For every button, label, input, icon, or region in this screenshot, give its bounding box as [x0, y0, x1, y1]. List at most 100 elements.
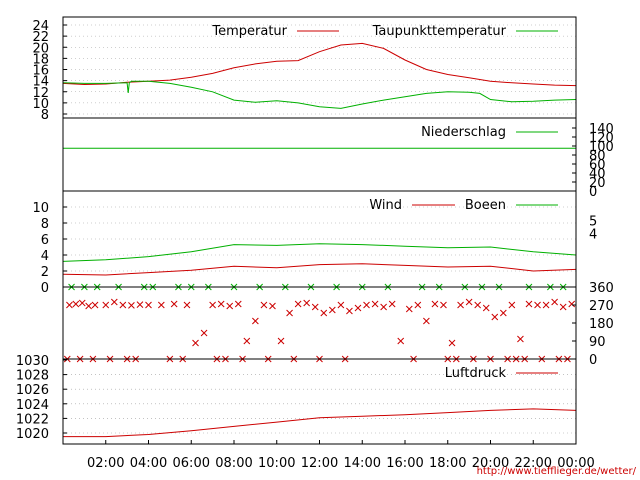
point-winddir-0-37 — [388, 300, 396, 308]
ytick-right-wind-1: 5 — [589, 214, 597, 229]
point-winddir-0-23 — [269, 302, 276, 310]
xtick-label-9: 20:00 — [472, 456, 509, 471]
point-winddir-0-48 — [482, 304, 490, 312]
point-winddir-0-18 — [226, 302, 234, 310]
legend-label-pressure: Luftdruck — [445, 366, 507, 381]
point-winddir-0-3 — [85, 302, 93, 310]
point-winddir-0-35 — [371, 300, 379, 308]
point-winddir-0-42 — [431, 300, 439, 308]
legend-label-wind-0: Wind — [369, 198, 402, 213]
xtick-label-2: 06:00 — [173, 456, 210, 471]
ytick-temp-2: 12 — [32, 86, 49, 101]
ytick-wind-2: 4 — [41, 249, 49, 264]
point-winddir-0-33 — [354, 304, 362, 312]
legend-label-temp-1: Taupunkttemperatur — [372, 24, 507, 39]
point-winddir-0-30 — [328, 306, 336, 314]
series-line-temp-1 — [62, 80, 577, 109]
point-winddir-0-12 — [170, 300, 178, 308]
ytick-precip-2: 40 — [589, 167, 606, 182]
legend-label-temp-0: Temperatur — [211, 24, 287, 39]
point-winddir-0-54 — [534, 301, 541, 309]
ytick-temp-7: 22 — [32, 30, 49, 45]
point-winddir-0-41 — [423, 317, 430, 325]
point-winddir-0-58 — [568, 300, 576, 308]
point-winddir-0-50 — [499, 309, 507, 317]
point-winddir-0-1 — [72, 300, 80, 308]
ytick-wind-0: 0 — [41, 281, 49, 296]
ytick-precip-6: 120 — [589, 131, 614, 146]
point-winddir-0-10 — [145, 301, 152, 309]
point-winddir-0-24 — [277, 337, 285, 345]
point-winddir-0-32 — [346, 307, 353, 315]
xtick-label-8: 18:00 — [429, 456, 466, 471]
ytick-right-wind-0: 4 — [589, 228, 597, 243]
ytick-wind-5: 10 — [32, 201, 49, 216]
point-winddir-0-45 — [457, 301, 464, 309]
ytick-precip-7: 140 — [589, 122, 614, 137]
point-winddir-0-34 — [363, 301, 370, 309]
point-winddir-0-17 — [217, 300, 225, 308]
ytick-winddir-2: 180 — [589, 317, 614, 332]
ytick-pressure-5: 1030 — [16, 354, 49, 369]
point-winddir-0-27 — [303, 299, 311, 307]
point-winddir-0-4 — [91, 301, 99, 309]
ytick-temp-3: 14 — [32, 75, 49, 90]
legend-label-wind-1: Boeen — [465, 198, 506, 213]
point-winddir-0-21 — [252, 317, 259, 325]
ytick-wind-4: 8 — [41, 217, 49, 232]
point-winddir-0-29 — [320, 309, 328, 317]
point-winddir-0-22 — [260, 301, 268, 309]
xtick-label-0: 02:00 — [87, 456, 124, 471]
ytick-winddir-4: 360 — [589, 281, 614, 296]
xtick-label-7: 16:00 — [386, 456, 423, 471]
xtick-label-10: 22:00 — [515, 456, 552, 471]
point-winddir-0-5 — [102, 301, 110, 309]
point-winddir-0-49 — [491, 313, 499, 321]
point-winddir-0-52 — [517, 335, 524, 343]
source-url: http://www.tiefflieger.de/wetter/ — [477, 466, 637, 477]
ytick-pressure-1: 1022 — [16, 412, 49, 427]
ytick-temp-8: 24 — [32, 19, 49, 34]
legend-label-precip: Niederschlag — [421, 125, 506, 140]
point-winddir-0-14 — [192, 339, 199, 347]
ytick-precip-3: 60 — [589, 158, 606, 173]
point-winddir-0-43 — [440, 301, 447, 309]
point-winddir-0-53 — [525, 300, 533, 308]
point-winddir-0-8 — [128, 302, 135, 309]
point-winddir-0-26 — [294, 300, 302, 308]
point-winddir-0-47 — [474, 301, 482, 309]
ytick-wind-1: 2 — [41, 265, 49, 280]
ytick-winddir-1: 90 — [589, 335, 606, 350]
point-winddir-0-20 — [243, 337, 251, 345]
series-line-temp-0 — [62, 42, 577, 87]
frame-layer — [62, 16, 577, 445]
ytick-wind-3: 6 — [41, 233, 49, 248]
point-winddir-0-0 — [66, 301, 73, 309]
point-winddir-0-40 — [414, 301, 422, 309]
grid-layer — [63, 24, 576, 434]
xtick-label-6: 14:00 — [344, 456, 381, 471]
ytick-precip-1: 20 — [589, 176, 606, 191]
series-line-wind-0 — [62, 263, 577, 276]
point-winddir-0-11 — [157, 301, 165, 309]
ytick-temp-5: 18 — [32, 52, 49, 67]
point-winddir-0-2 — [78, 299, 86, 307]
ytick-temp-0: 8 — [41, 108, 49, 123]
point-winddir-0-56 — [551, 298, 558, 306]
ytick-pressure-3: 1026 — [16, 383, 49, 398]
point-winddir-0-36 — [380, 303, 387, 311]
point-winddir-0-38 — [397, 337, 405, 345]
ytick-pressure-0: 1020 — [16, 427, 49, 442]
point-winddir-0-25 — [286, 309, 293, 317]
point-winddir-0-44 — [448, 339, 456, 347]
ytick-temp-1: 10 — [32, 97, 49, 112]
point-winddir-0-31 — [337, 301, 345, 309]
xtick-label-5: 12:00 — [301, 456, 338, 471]
point-winddir-0-39 — [405, 305, 413, 313]
ytick-temp-6: 20 — [32, 41, 49, 56]
point-winddir-0-57 — [559, 303, 567, 311]
ytick-winddir-0: 0 — [589, 353, 597, 368]
ytick-pressure-2: 1024 — [16, 398, 49, 413]
